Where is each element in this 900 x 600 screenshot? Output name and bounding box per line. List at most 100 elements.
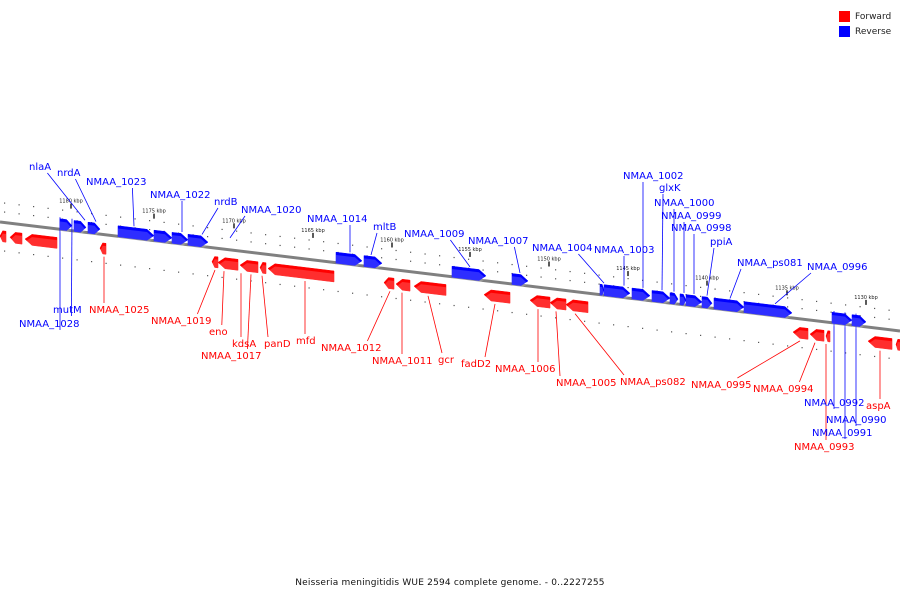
leader-line [574, 313, 625, 376]
guide-dot [845, 352, 847, 354]
gene-body [413, 281, 447, 296]
forward-gene-arrow [895, 338, 900, 354]
guide-dot [439, 255, 441, 257]
gene-label-nmaa-1012: NMAA_1012 [321, 343, 382, 354]
legend-forward-label: Forward [855, 11, 892, 22]
guide-dot [555, 317, 557, 319]
guide-dot [120, 264, 122, 266]
guide-dot [439, 303, 441, 305]
legend-reverse-label: Reverse [855, 26, 892, 37]
guide-dot [511, 263, 513, 266]
gene-label-nrdb: nrdB [214, 197, 238, 208]
gene-label-nmaa-1023: NMAA_1023 [86, 177, 147, 188]
leader-line [201, 207, 219, 235]
guide-dot [105, 262, 107, 264]
gene-body [669, 292, 679, 305]
gene-body [701, 296, 713, 309]
gene-shade [652, 293, 670, 306]
leader-line [221, 271, 225, 326]
gene-shade [396, 281, 410, 294]
gene-body [483, 289, 511, 304]
gene-body [187, 233, 209, 248]
forward-gene-arrow [9, 232, 23, 247]
guide-dot [178, 223, 180, 225]
guide-dot [236, 230, 238, 232]
gene-label-nmaa-1009: NMAA_1009 [404, 229, 465, 240]
gene-label-nrda: nrdA [57, 168, 81, 179]
forward-gene-arrow [0, 230, 7, 245]
guide-dot [149, 268, 151, 270]
guide-dot [18, 252, 20, 254]
tick-label: 1145 kbp [616, 266, 640, 272]
gene-shade [154, 232, 172, 246]
leader-line [71, 218, 73, 317]
guide-dot [221, 228, 223, 231]
forward-gene-arrow [99, 242, 107, 258]
reverse-gene-arrow [87, 221, 101, 237]
guide-dot [482, 260, 484, 262]
guide-dot [33, 214, 35, 217]
guide-dot [250, 241, 252, 243]
tick-label: 1175 kbp [142, 209, 166, 215]
gene-label-kdsa: kdsA [232, 339, 256, 350]
gene-shade [670, 295, 678, 307]
gene-label-nmaa-1022: NMAA_1022 [150, 190, 211, 201]
gene-body [363, 255, 383, 269]
gene-body [99, 242, 107, 255]
leader-line [197, 269, 216, 315]
tick-label: 1150 kbp [537, 256, 561, 262]
gene-body [383, 277, 395, 290]
guide-dot [33, 205, 35, 208]
genome-caption: Neisseria meningitidis WUE 2594 complete… [295, 578, 605, 588]
reverse-gene-arrow [451, 265, 487, 284]
gene-shade [550, 300, 566, 313]
guide-dot [424, 253, 426, 255]
reverse-gene-arrow [117, 225, 155, 244]
guide-dot [337, 242, 339, 245]
guide-dot [4, 202, 6, 204]
gene-shade [826, 333, 830, 345]
guide-dot [4, 250, 6, 252]
gene-shade [384, 280, 394, 292]
guide-dot [381, 296, 383, 298]
guide-dot [250, 280, 252, 282]
gene-label-nmaa-1002: NMAA_1002 [623, 171, 684, 182]
gene-shade [686, 297, 702, 310]
gene-label-nmaa-1025: NMAA_1025 [89, 305, 150, 316]
reverse-gene-arrow [669, 292, 679, 307]
gene-shade [512, 276, 528, 289]
guide-dot [163, 269, 165, 272]
guide-dot [323, 241, 325, 243]
guide-dot [772, 343, 774, 345]
guide-dot [424, 301, 426, 303]
forward-gene-arrow [383, 277, 395, 292]
gene-body [792, 327, 809, 340]
guide-dot [308, 287, 310, 289]
gene-shade [530, 298, 550, 311]
gene-body [0, 230, 7, 243]
gene-shade [88, 224, 100, 237]
guide-dot [308, 239, 310, 241]
guide-dot [410, 299, 412, 301]
guide-dot [772, 295, 774, 297]
guide-dot [830, 302, 832, 304]
gene-body [549, 297, 567, 311]
legend: Forward Reverse [839, 9, 891, 39]
guide-dot [4, 211, 6, 213]
guide-dot [526, 265, 528, 267]
guide-dot [279, 235, 281, 238]
gene-shade [212, 259, 218, 271]
gene-body [267, 263, 335, 283]
guide-dot [134, 266, 136, 268]
gene-body [809, 329, 825, 342]
gene-label-nmaa-0998: NMAA_0998 [671, 223, 732, 234]
tick-label: 1140 kbp [695, 276, 719, 282]
guide-dot [381, 248, 383, 250]
gene-body [867, 336, 893, 350]
leader-line [47, 172, 86, 221]
guide-dot [439, 264, 441, 266]
leader-line [261, 275, 269, 338]
forward-gene-arrow [825, 330, 831, 345]
guide-dot [613, 324, 615, 326]
